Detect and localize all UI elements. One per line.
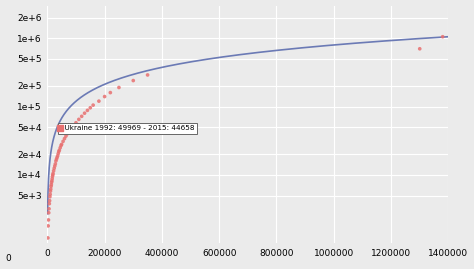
- Point: [46, 201, 53, 206]
- Point: [45, 224, 52, 228]
- Point: [47, 184, 55, 189]
- Point: [47, 183, 55, 187]
- Point: [55, 148, 63, 152]
- Point: [115, 85, 123, 90]
- Point: [90, 103, 97, 107]
- Point: [46, 189, 54, 193]
- Point: [46, 192, 54, 197]
- Point: [53, 155, 61, 160]
- Point: [83, 108, 91, 112]
- Point: [95, 99, 103, 103]
- Point: [64, 132, 71, 136]
- Point: [75, 117, 82, 122]
- Point: [56, 146, 64, 150]
- Point: [48, 176, 56, 181]
- Point: [129, 79, 137, 83]
- Point: [46, 194, 54, 199]
- Point: [439, 35, 447, 39]
- Point: [72, 121, 80, 125]
- Point: [65, 129, 73, 134]
- Point: [48, 179, 56, 183]
- Point: [416, 47, 424, 51]
- Point: [58, 142, 65, 147]
- Point: [50, 166, 58, 171]
- Text: Ukraine 1992: 49969 - 2015: 44658: Ukraine 1992: 49969 - 2015: 44658: [60, 125, 195, 131]
- Point: [49, 174, 56, 179]
- Point: [52, 162, 59, 166]
- Text: 0: 0: [6, 254, 11, 263]
- Point: [48, 180, 55, 185]
- Point: [69, 124, 77, 128]
- Point: [144, 73, 151, 77]
- Point: [86, 106, 94, 110]
- Point: [50, 169, 57, 173]
- Point: [44, 236, 52, 240]
- Point: [101, 94, 109, 99]
- Point: [81, 111, 88, 115]
- Point: [56, 126, 64, 130]
- Point: [45, 218, 52, 222]
- Point: [49, 171, 57, 176]
- Point: [53, 157, 60, 161]
- Point: [46, 199, 54, 203]
- Point: [55, 151, 62, 156]
- Point: [66, 128, 74, 132]
- Point: [107, 90, 114, 95]
- Point: [47, 187, 55, 191]
- Point: [59, 139, 67, 143]
- Point: [52, 159, 60, 163]
- Point: [51, 164, 59, 168]
- Point: [54, 154, 62, 158]
- Point: [55, 149, 63, 154]
- Point: [49, 173, 56, 177]
- Point: [45, 211, 53, 215]
- Point: [61, 136, 68, 141]
- Point: [45, 207, 53, 211]
- Point: [57, 143, 65, 148]
- Point: [78, 114, 85, 118]
- Point: [62, 134, 70, 138]
